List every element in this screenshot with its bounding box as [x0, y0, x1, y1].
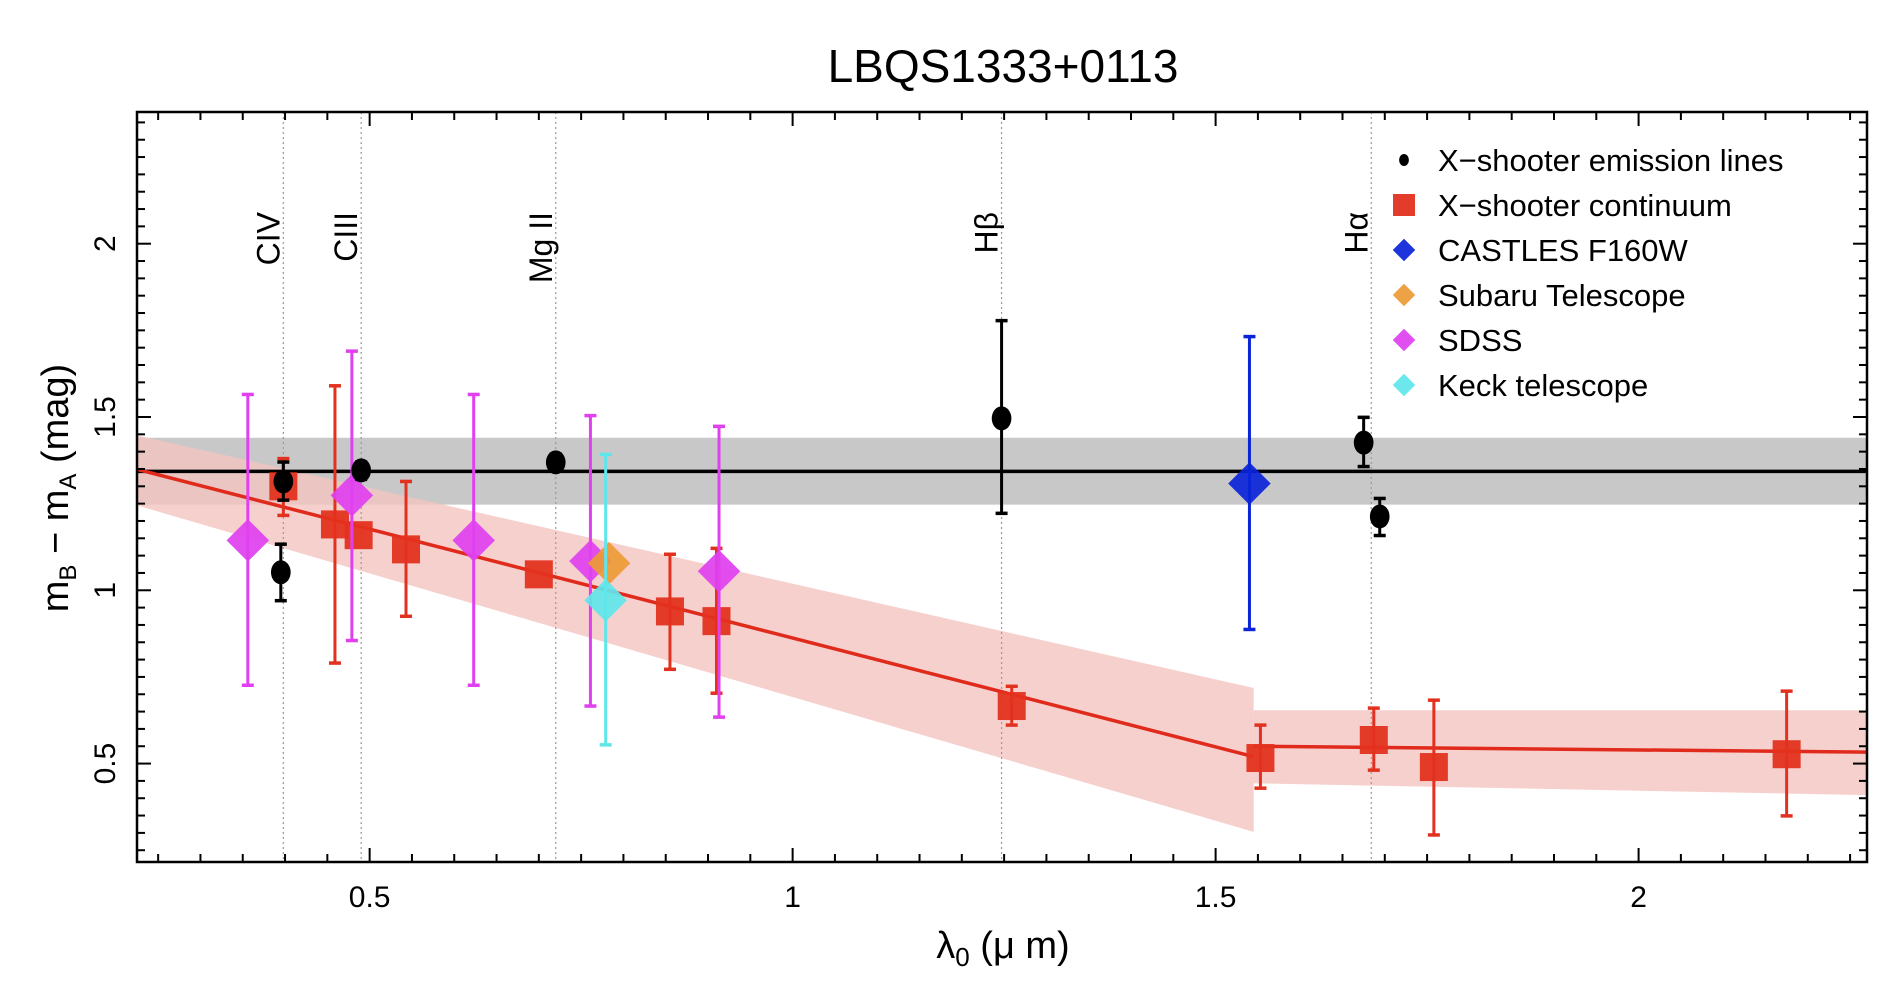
data-point-circle	[545, 450, 566, 475]
legend-item: X−shooter emission lines	[1399, 143, 1783, 178]
x-axis-label: λ0 (μ m)	[936, 925, 1069, 972]
legend-label: Keck telescope	[1438, 368, 1648, 403]
legend-marker-diamond	[1392, 283, 1416, 307]
data-point-square	[1772, 740, 1801, 769]
data-point-circle	[273, 469, 294, 494]
data-point-square	[392, 535, 421, 564]
emission-line-label: Hα	[1338, 212, 1374, 254]
data-point-diamond	[330, 474, 374, 517]
data-point-circle	[1353, 430, 1374, 455]
emission-line-label: Mg II	[523, 212, 559, 283]
data-point-circle	[1369, 504, 1390, 529]
legend-label: Subaru Telescope	[1438, 278, 1686, 313]
data-point-square	[320, 510, 349, 539]
y-axis-label: mB − mA (mag)	[35, 364, 82, 612]
data-point-square	[1419, 753, 1448, 782]
y-tick-label: 1	[89, 582, 122, 599]
data-point-diamond	[587, 541, 631, 585]
legend-marker-square	[1393, 194, 1415, 216]
data-point-square	[1246, 744, 1275, 773]
x-tick-label: 1.5	[1195, 881, 1237, 914]
legend-marker-diamond	[1392, 373, 1416, 397]
data-point-square	[702, 607, 731, 636]
data-point-square	[655, 597, 684, 626]
data-point-square	[344, 521, 373, 550]
legend-marker-diamond	[1392, 238, 1416, 262]
emission-line-markers: CIV CIII Mg II Hβ Hα	[250, 112, 1374, 862]
fit-band-1	[137, 435, 1254, 832]
data-point-square	[997, 692, 1026, 721]
legend-item: CASTLES F160W	[1392, 233, 1689, 268]
legend-item: Subaru Telescope	[1392, 278, 1686, 313]
legend-label: X−shooter continuum	[1438, 188, 1732, 223]
chart-title: LBQS1333+0113	[828, 40, 1179, 92]
legend-label: X−shooter emission lines	[1438, 143, 1783, 178]
legend-marker-circle	[1399, 154, 1409, 166]
data-point-diamond	[1228, 462, 1271, 505]
data-point-diamond	[584, 579, 627, 622]
x-tick-label: 1	[784, 881, 801, 914]
data-point-diamond	[452, 519, 495, 562]
fit-band-2	[1253, 710, 1867, 796]
legend: X−shooter emission lines X−shooter contin…	[1392, 143, 1783, 403]
legend-item: SDSS	[1392, 323, 1522, 358]
data-point-circle	[351, 458, 372, 483]
legend-label: SDSS	[1438, 323, 1522, 358]
legend-item: X−shooter continuum	[1393, 188, 1732, 223]
y-tick-label: 0.5	[89, 743, 122, 785]
data-point-square	[524, 560, 553, 589]
legend-marker-diamond	[1392, 328, 1416, 352]
data-points	[226, 318, 1801, 837]
data-point-circle	[270, 560, 291, 585]
y-tick-label: 1.5	[89, 396, 122, 438]
legend-item: Keck telescope	[1392, 368, 1648, 403]
x-tick-label: 0.5	[349, 881, 391, 914]
data-point-diamond	[697, 549, 741, 593]
emission-line-label: Hβ	[969, 212, 1005, 254]
axes: 0.5 1 1.5 2 0.5 1 1.5 2	[89, 110, 1869, 914]
emission-line-label: CIII	[328, 212, 364, 262]
emission-line-label: CIV	[250, 211, 286, 265]
y-tick-label: 2	[89, 235, 122, 252]
data-point-diamond	[226, 519, 270, 562]
fit-line-2	[1253, 744, 1867, 754]
legend-label: CASTLES F160W	[1438, 233, 1689, 268]
data-point-circle	[991, 406, 1012, 431]
x-tick-label: 2	[1630, 881, 1647, 914]
data-point-square	[1359, 726, 1388, 755]
